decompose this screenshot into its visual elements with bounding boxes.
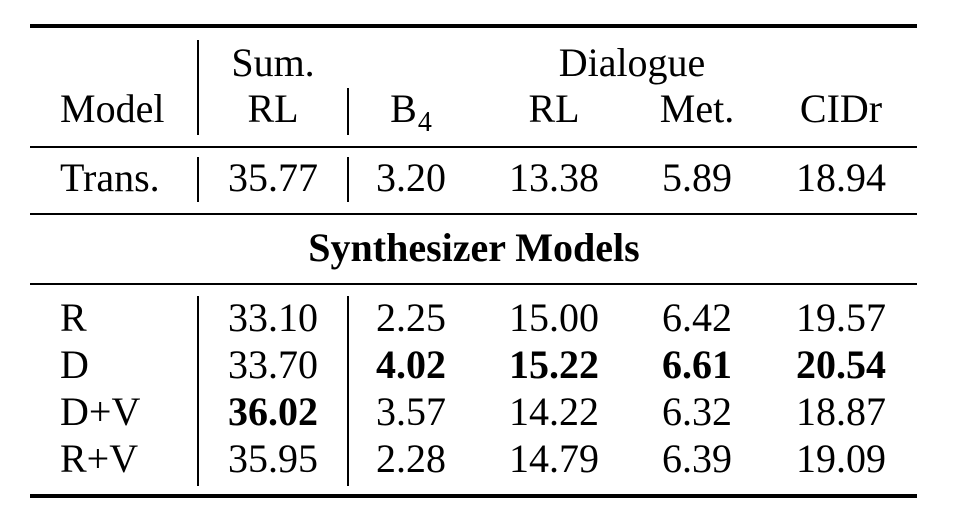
row-cidr: 18.87 (796, 389, 886, 434)
row-met: 6.32 (662, 389, 732, 434)
top-rule (30, 24, 917, 28)
row-cidr: 19.57 (796, 295, 886, 340)
row-rl: 15.22 (509, 342, 599, 387)
row-sum-rl: 35.95 (228, 436, 318, 481)
row-met: 6.39 (662, 436, 732, 481)
header-met: Met. (659, 86, 735, 131)
row-b4: 2.25 (376, 295, 446, 340)
row-b4: 3.20 (376, 155, 446, 200)
bottom-rule (30, 494, 917, 498)
header-b-subscript: 4 (417, 107, 432, 138)
row-rl: 14.22 (509, 389, 599, 434)
row-met: 6.61 (662, 342, 732, 387)
row-rl: 15.00 (509, 295, 599, 340)
header-group-dialogue: Dialogue (558, 40, 706, 85)
model-column-separator-header (197, 40, 199, 135)
header-cidr: CIDr (799, 86, 883, 131)
row-rl: 14.79 (509, 436, 599, 481)
header-b4: B4 (390, 86, 432, 146)
row-model: R+V (60, 436, 139, 481)
row-sum-rl: 33.70 (228, 342, 318, 387)
header-group-sum: Sum. (231, 40, 315, 85)
header-sum-rl: RL (247, 86, 299, 131)
row-met: 6.42 (662, 295, 732, 340)
header-rule (30, 146, 917, 148)
row-rl: 13.38 (509, 155, 599, 200)
row-cidr: 19.09 (796, 436, 886, 481)
sum-column-separator-body (347, 296, 349, 486)
model-column-separator-baseline (197, 157, 199, 202)
row-cidr: 20.54 (796, 342, 886, 387)
sum-column-separator-header (347, 88, 349, 135)
model-column-separator-body (197, 296, 199, 486)
row-model: D+V (60, 389, 141, 434)
row-model: D (60, 342, 89, 387)
row-b4: 3.57 (376, 389, 446, 434)
row-b4: 4.02 (376, 342, 446, 387)
header-b-main: B (390, 86, 417, 131)
header-model: Model (60, 86, 165, 131)
row-cidr: 18.94 (796, 155, 886, 200)
sum-column-separator-baseline (347, 157, 349, 202)
row-sum-rl: 36.02 (228, 389, 318, 434)
row-met: 5.89 (662, 155, 732, 200)
header-rl: RL (528, 86, 580, 131)
baseline-rule (30, 213, 917, 215)
row-b4: 2.28 (376, 436, 446, 481)
section-rule (30, 283, 917, 285)
section-title: Synthesizer Models (308, 225, 640, 270)
row-model: R (60, 295, 87, 340)
row-model: Trans. (60, 155, 160, 200)
row-sum-rl: 33.10 (228, 295, 318, 340)
row-sum-rl: 35.77 (228, 155, 318, 200)
